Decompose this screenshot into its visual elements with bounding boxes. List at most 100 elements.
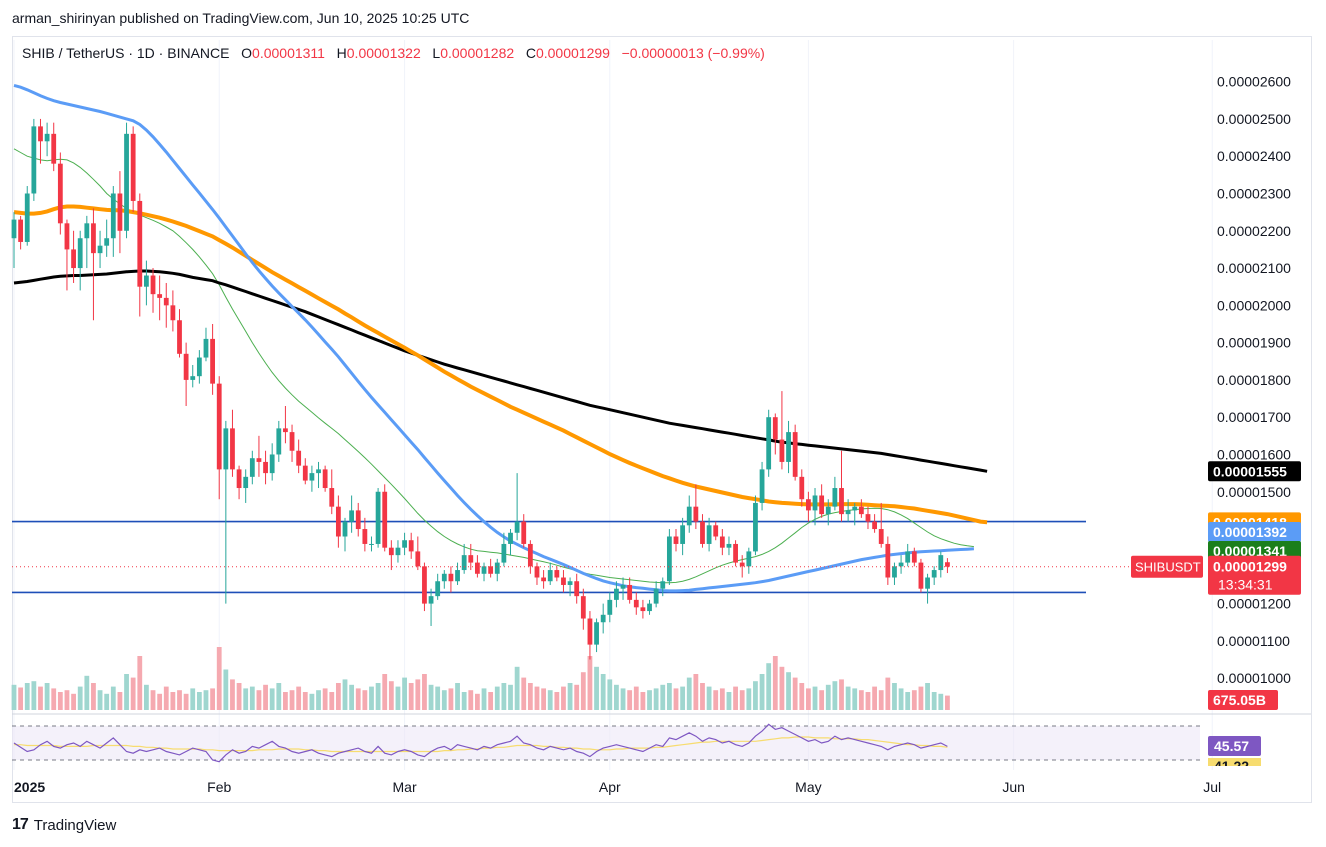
volume-bar: [51, 688, 57, 710]
volume-bar: [183, 693, 189, 710]
candle-body: [461, 555, 467, 571]
candle-body: [706, 525, 712, 544]
candle-body: [587, 618, 593, 645]
candle-body: [157, 294, 163, 298]
candle-body: [527, 543, 533, 567]
candle-body: [335, 506, 341, 537]
volume-bar: [415, 679, 421, 710]
candle-body: [938, 555, 944, 571]
last-price-value: 0.00001299: [1213, 559, 1287, 575]
close-label: C: [525, 45, 536, 61]
candle-body: [594, 622, 599, 645]
high-label: H: [336, 45, 347, 61]
candle-body: [858, 506, 864, 515]
candle-body: [71, 249, 76, 269]
volume-label-box: [1208, 690, 1278, 710]
volume-bar: [256, 690, 262, 710]
volume-bar: [839, 679, 844, 710]
volume-bar: [534, 686, 540, 710]
candle-body: [488, 566, 494, 574]
candle-body: [144, 275, 149, 287]
candle-body: [289, 432, 295, 451]
volume-bar: [236, 683, 242, 710]
candle-body: [77, 238, 83, 269]
volume-bar: [614, 684, 619, 710]
candle-body: [117, 193, 123, 231]
candle-body: [547, 570, 553, 582]
candle-body: [494, 562, 500, 574]
volume-bar: [276, 683, 282, 710]
symbol-tag: SHIBUSDT: [1135, 560, 1201, 575]
candle-body: [878, 529, 884, 544]
volume-bar: [753, 681, 758, 710]
chart-frame: [12, 36, 1312, 803]
candle-body: [355, 510, 361, 530]
candle-body: [468, 555, 474, 563]
volume-bar: [733, 686, 738, 710]
volume-bar: [713, 690, 719, 710]
time-tick-label: Jul: [1203, 779, 1221, 795]
candle-body: [428, 596, 434, 604]
volume-bar: [309, 693, 315, 710]
time-tick-label: May: [795, 779, 821, 795]
low-value: 0.00001282: [440, 45, 515, 61]
candle-body: [766, 417, 772, 470]
volume-bar: [124, 674, 129, 710]
candle-body: [369, 543, 374, 545]
volume-bar: [786, 672, 791, 710]
volume-bar: [660, 684, 666, 710]
price-tick-label: 0.00002300: [1217, 185, 1291, 201]
volume-bar: [680, 686, 686, 710]
price-tick-label: 0.00001500: [1217, 484, 1291, 500]
volume-bar: [77, 686, 83, 710]
candle-body: [554, 570, 560, 578]
candle-body: [395, 547, 401, 556]
candle-body: [633, 599, 639, 608]
volume-bar: [508, 684, 513, 710]
volume-bar: [342, 679, 348, 710]
candle-body: [382, 491, 388, 548]
symbol-label[interactable]: SHIB / TetherUS · 1D · BINANCE: [22, 45, 230, 61]
candle-body: [170, 305, 176, 321]
price-tick-label: 0.00001200: [1217, 596, 1291, 612]
candle-body: [11, 219, 17, 239]
open-value: 0.00001311: [252, 45, 325, 61]
candle-body: [719, 536, 725, 548]
candle-body: [792, 432, 798, 477]
candle-body: [455, 570, 460, 582]
volume-bar: [369, 686, 374, 710]
volume-bar: [216, 647, 222, 710]
candle-body: [44, 133, 50, 142]
price-label-box: [1208, 461, 1301, 482]
candle-body: [746, 551, 752, 567]
candle-body: [521, 521, 527, 544]
volume-bar: [746, 688, 752, 710]
tradingview-brand[interactable]: 17 TradingView: [12, 816, 116, 834]
candle-body: [196, 357, 202, 377]
low-label: L: [432, 45, 441, 61]
volume-bar: [872, 686, 877, 710]
candle-body: [799, 476, 805, 500]
candle-body: [945, 562, 950, 567]
candle-body: [64, 223, 70, 250]
rsi-ma-value-label: 41.22: [1214, 758, 1249, 774]
volume-bar: [918, 686, 924, 710]
volume-bar: [806, 688, 811, 710]
volume-bar: [64, 690, 70, 710]
volume-bar: [759, 674, 765, 710]
ohlc-legend: SHIB / TetherUS · 1D · BINANCE O0.000013…: [22, 45, 765, 61]
time-tick-label: Apr: [599, 779, 621, 795]
time-tick-label: 2025: [14, 779, 45, 795]
price-tick-label: 0.00002200: [1217, 223, 1291, 239]
volume-bar: [574, 684, 580, 710]
volume-bar: [170, 692, 176, 710]
close-value: 0.00001299: [535, 45, 610, 61]
candle-body: [481, 566, 487, 574]
volume-bar: [375, 683, 381, 710]
volume-bar: [117, 692, 123, 710]
open-label: O: [241, 45, 253, 61]
volume-bar: [514, 666, 520, 710]
candle-body: [104, 238, 110, 246]
volume-bar: [488, 692, 494, 710]
